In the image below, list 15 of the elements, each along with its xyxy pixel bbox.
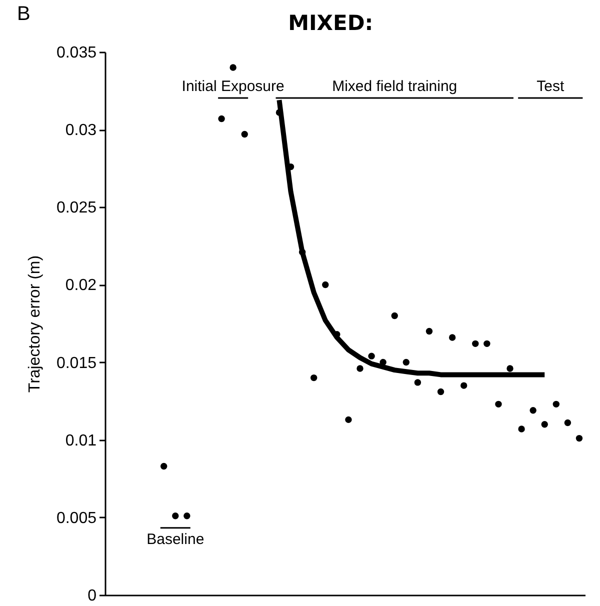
annotation: Test	[536, 78, 565, 95]
annotation: Mixed field training	[332, 78, 458, 95]
y-tick-label: 0.01	[65, 432, 97, 450]
text: B	[17, 3, 30, 25]
annotation: Baseline	[146, 530, 204, 548]
y-tick-label: 0.025	[56, 200, 97, 217]
y-tick-label: 0	[88, 588, 97, 604]
annotation: Initial Exposure	[182, 78, 284, 95]
y-axis-title: Trajectory error (m)	[26, 255, 44, 393]
y-tick-label: 0.02	[65, 277, 97, 294]
y-tick-label: 0.015	[56, 354, 97, 372]
y-tick-label: 0.03	[65, 122, 97, 140]
y-tick-label: 0.005	[56, 510, 97, 527]
chart-title: MIXED:	[288, 11, 374, 35]
y-tick-label: 0.035	[56, 44, 97, 62]
